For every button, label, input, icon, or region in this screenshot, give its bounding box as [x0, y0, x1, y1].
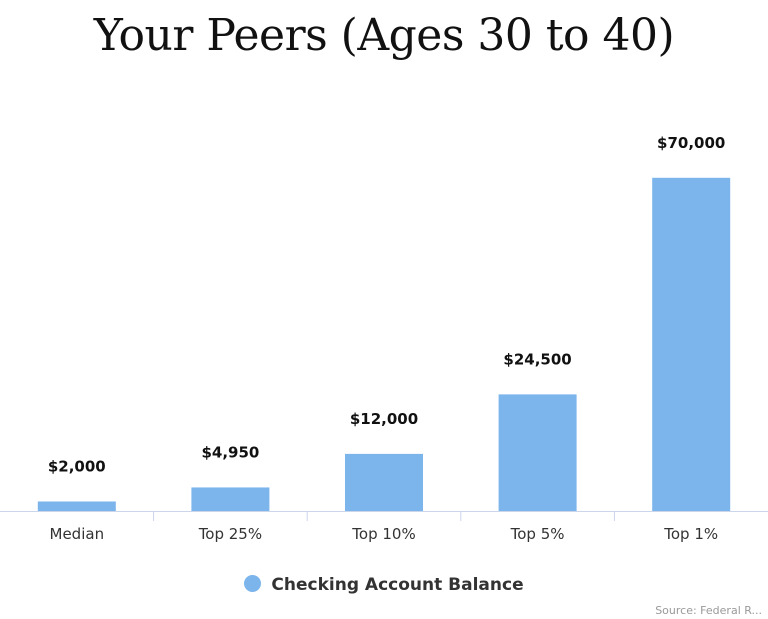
legend-label: Checking Account Balance [271, 575, 524, 595]
x-tick-label-4: Top 1% [663, 525, 718, 543]
data-label-0: $2,000 [48, 457, 106, 475]
data-label-1: $4,950 [201, 443, 259, 461]
data-label-4: $70,000 [657, 134, 725, 152]
x-tick-label-1: Top 25% [198, 525, 262, 543]
chart-title: Your Peers (Ages 30 to 40) [93, 10, 675, 61]
bar-3[interactable] [498, 394, 577, 511]
x-tick-label-2: Top 10% [351, 525, 415, 543]
bar-0[interactable] [37, 501, 116, 511]
source-credit: Source: Federal R... [655, 604, 762, 617]
data-label-2: $12,000 [350, 410, 418, 428]
data-label-3: $24,500 [503, 350, 571, 368]
bar-2[interactable] [345, 453, 423, 511]
legend[interactable]: Checking Account Balance [0, 575, 768, 595]
bar-4[interactable] [652, 177, 731, 512]
bar-1[interactable] [191, 487, 270, 511]
x-tick-label-3: Top 5% [510, 525, 565, 543]
legend-marker [244, 575, 262, 592]
x-tick-label-0: Median [50, 525, 105, 543]
